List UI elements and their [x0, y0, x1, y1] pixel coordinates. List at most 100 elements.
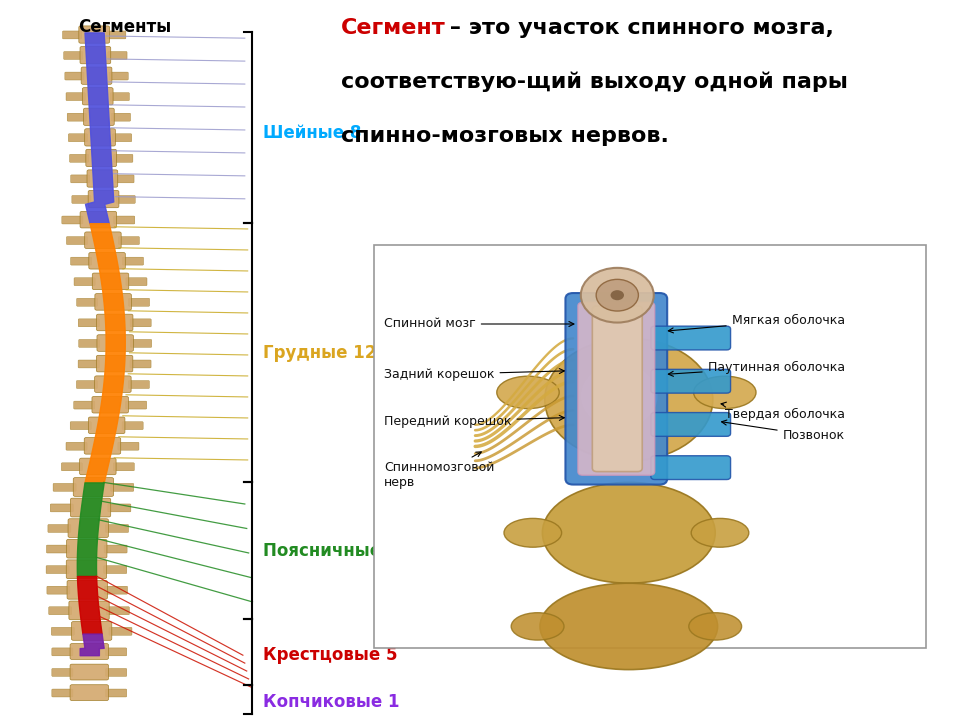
FancyBboxPatch shape [66, 442, 87, 450]
FancyBboxPatch shape [107, 607, 130, 615]
FancyBboxPatch shape [84, 232, 121, 248]
FancyBboxPatch shape [68, 134, 87, 142]
FancyBboxPatch shape [97, 335, 133, 351]
Ellipse shape [545, 338, 712, 461]
Text: Спинномозговой
нерв: Спинномозговой нерв [384, 452, 494, 489]
FancyBboxPatch shape [87, 170, 118, 187]
FancyBboxPatch shape [651, 369, 731, 393]
Ellipse shape [497, 376, 559, 408]
FancyBboxPatch shape [71, 257, 92, 265]
Ellipse shape [689, 613, 741, 640]
FancyBboxPatch shape [80, 212, 116, 228]
FancyBboxPatch shape [80, 458, 116, 474]
FancyBboxPatch shape [48, 524, 71, 533]
Text: Крестцовые 5: Крестцовые 5 [263, 647, 397, 664]
FancyBboxPatch shape [578, 302, 655, 475]
FancyBboxPatch shape [106, 689, 127, 697]
Ellipse shape [504, 518, 562, 547]
Ellipse shape [540, 583, 718, 670]
FancyBboxPatch shape [83, 88, 113, 105]
FancyBboxPatch shape [66, 237, 87, 245]
FancyBboxPatch shape [69, 601, 109, 620]
FancyBboxPatch shape [65, 72, 84, 80]
Text: Позвонок: Позвонок [722, 420, 845, 442]
FancyBboxPatch shape [50, 504, 73, 512]
FancyBboxPatch shape [52, 689, 73, 697]
FancyBboxPatch shape [85, 149, 116, 166]
FancyBboxPatch shape [113, 463, 134, 471]
Text: Грудные 12: Грудные 12 [263, 344, 376, 361]
Text: Передний корешок: Передний корешок [384, 415, 564, 428]
Text: Сегмент: Сегмент [341, 18, 445, 38]
FancyBboxPatch shape [95, 294, 132, 310]
FancyBboxPatch shape [106, 524, 129, 533]
FancyBboxPatch shape [61, 216, 83, 224]
FancyBboxPatch shape [123, 257, 144, 265]
FancyBboxPatch shape [53, 483, 76, 491]
FancyBboxPatch shape [67, 113, 86, 121]
Text: спинно-мозговых нервов.: спинно-мозговых нервов. [341, 126, 669, 146]
FancyBboxPatch shape [108, 52, 127, 60]
FancyBboxPatch shape [95, 376, 132, 392]
FancyBboxPatch shape [113, 154, 132, 162]
FancyBboxPatch shape [104, 545, 127, 553]
Text: Спинной мозг: Спинной мозг [384, 318, 574, 330]
Text: – это участок спинного мозга,: – это участок спинного мозга, [442, 18, 833, 38]
FancyBboxPatch shape [129, 298, 150, 306]
FancyBboxPatch shape [82, 67, 112, 84]
FancyBboxPatch shape [651, 326, 731, 350]
FancyBboxPatch shape [592, 306, 642, 472]
FancyBboxPatch shape [70, 664, 108, 680]
FancyBboxPatch shape [116, 195, 135, 203]
FancyBboxPatch shape [84, 438, 121, 454]
FancyBboxPatch shape [77, 298, 98, 306]
FancyBboxPatch shape [47, 586, 70, 594]
Circle shape [581, 268, 654, 323]
Text: Копчиковые 1: Копчиковые 1 [263, 693, 399, 711]
FancyBboxPatch shape [71, 175, 90, 183]
FancyBboxPatch shape [51, 627, 74, 635]
Ellipse shape [691, 518, 749, 547]
FancyBboxPatch shape [110, 93, 130, 101]
FancyBboxPatch shape [52, 668, 73, 676]
FancyBboxPatch shape [107, 31, 126, 39]
FancyBboxPatch shape [80, 47, 110, 64]
FancyBboxPatch shape [118, 237, 139, 245]
FancyBboxPatch shape [62, 31, 82, 39]
FancyBboxPatch shape [73, 477, 113, 496]
FancyBboxPatch shape [70, 498, 110, 517]
Text: Поясничные 5: Поясничные 5 [263, 541, 398, 560]
Ellipse shape [693, 376, 756, 408]
FancyBboxPatch shape [130, 319, 151, 327]
FancyBboxPatch shape [122, 422, 143, 430]
FancyBboxPatch shape [84, 108, 114, 125]
FancyBboxPatch shape [84, 129, 115, 146]
FancyBboxPatch shape [111, 113, 131, 121]
FancyBboxPatch shape [70, 644, 108, 660]
FancyBboxPatch shape [66, 539, 107, 558]
Text: Твердая оболочка: Твердая оболочка [721, 402, 845, 420]
FancyBboxPatch shape [70, 685, 108, 701]
FancyBboxPatch shape [67, 580, 108, 599]
FancyBboxPatch shape [74, 401, 95, 409]
FancyBboxPatch shape [77, 381, 98, 389]
FancyBboxPatch shape [66, 560, 107, 579]
FancyBboxPatch shape [104, 566, 127, 574]
Text: Шейные 8: Шейные 8 [263, 124, 361, 143]
FancyBboxPatch shape [115, 175, 134, 183]
FancyBboxPatch shape [651, 456, 731, 480]
FancyBboxPatch shape [88, 190, 119, 207]
Text: Задний корешок: Задний корешок [384, 368, 564, 381]
FancyBboxPatch shape [651, 413, 731, 436]
FancyBboxPatch shape [74, 278, 95, 286]
FancyBboxPatch shape [106, 648, 127, 656]
FancyBboxPatch shape [52, 648, 73, 656]
FancyBboxPatch shape [68, 518, 108, 537]
FancyBboxPatch shape [79, 339, 100, 347]
Ellipse shape [512, 613, 564, 640]
FancyBboxPatch shape [78, 319, 99, 327]
FancyBboxPatch shape [96, 314, 132, 330]
FancyBboxPatch shape [89, 253, 126, 269]
FancyBboxPatch shape [105, 586, 128, 594]
FancyBboxPatch shape [106, 668, 127, 676]
